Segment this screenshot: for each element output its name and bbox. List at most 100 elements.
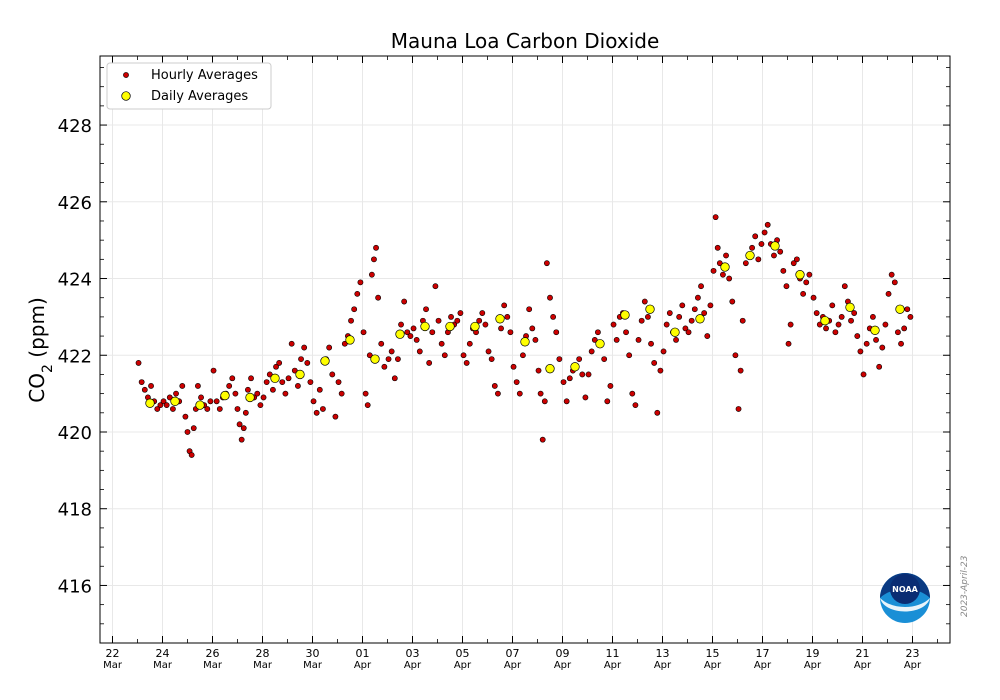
daily-point — [695, 314, 705, 324]
y-tick-label: 424 — [58, 270, 92, 291]
hourly-point — [526, 306, 533, 313]
hourly-point — [701, 310, 708, 316]
hourly-point — [282, 390, 289, 397]
hourly-point — [857, 348, 864, 355]
daily-point — [895, 304, 905, 314]
hourly-point — [553, 329, 560, 336]
legend: Hourly Averages Daily Averages — [106, 62, 272, 110]
hourly-point — [285, 375, 292, 382]
hourly-point — [395, 356, 401, 362]
hourly-point — [371, 256, 377, 263]
hourly-point — [737, 367, 744, 374]
chart-title: Mauna Loa Carbon Dioxide — [391, 29, 660, 53]
hourly-point — [398, 321, 404, 328]
hourly-point — [863, 340, 870, 347]
daily-point — [395, 329, 405, 339]
hourly-point — [582, 394, 589, 401]
hourly-point — [735, 406, 742, 412]
hourly-point — [529, 325, 536, 332]
hourly-point — [482, 321, 489, 328]
legend-box — [106, 62, 272, 110]
x-tick-label-month: Apr — [354, 660, 372, 671]
daily-point — [845, 302, 855, 312]
hourly-point — [435, 317, 442, 324]
x-tick-label-day: 15 — [706, 647, 720, 660]
hourly-point — [357, 279, 364, 286]
hourly-point — [585, 371, 592, 378]
daily-point — [495, 314, 505, 324]
hourly-point — [806, 271, 813, 278]
hourly-point — [310, 398, 317, 405]
legend-label-hourly: Hourly Averages — [151, 68, 258, 83]
hourly-point — [537, 390, 544, 397]
hourly-point — [898, 340, 904, 347]
hourly-point — [860, 371, 867, 378]
y-tick-label: 420 — [58, 423, 92, 444]
hourly-point — [726, 275, 733, 282]
hourly-point — [771, 252, 777, 259]
hourly-point — [190, 425, 197, 432]
hourly-point — [404, 329, 411, 336]
daily-point — [545, 364, 555, 374]
hourly-point — [560, 379, 567, 386]
hourly-point — [332, 413, 339, 420]
x-tick-label-day: 19 — [806, 647, 820, 660]
hourly-point — [712, 214, 719, 221]
hourly-point — [510, 363, 517, 370]
hourly-point — [556, 356, 563, 362]
hourly-point — [423, 306, 429, 313]
hourly-point — [835, 321, 842, 328]
hourly-point — [135, 360, 142, 366]
hourly-point — [360, 329, 367, 336]
hourly-point — [516, 390, 523, 397]
hourly-point — [276, 360, 283, 366]
hourly-point — [513, 379, 520, 386]
hourly-point — [240, 425, 247, 432]
hourly-point — [688, 317, 695, 324]
daily-point — [770, 241, 780, 251]
daily-point — [745, 250, 755, 261]
hourly-point — [160, 398, 167, 405]
hourly-point — [329, 371, 336, 378]
hourly-point — [764, 221, 771, 228]
hourly-point — [742, 260, 749, 267]
hourly-point — [851, 310, 858, 316]
hourly-point — [838, 313, 845, 320]
hourly-point — [163, 402, 170, 409]
x-tick-label-day: 05 — [456, 647, 470, 660]
hourly-point — [685, 329, 692, 336]
hourly-point — [463, 360, 470, 366]
hourly-point — [904, 306, 911, 313]
hourly-point — [841, 283, 848, 290]
hourly-point — [441, 352, 448, 359]
hourly-point — [901, 325, 908, 332]
hourly-point — [216, 406, 223, 412]
x-tick-label-day: 28 — [256, 647, 270, 660]
hourly-point — [157, 402, 164, 409]
hourly-point — [313, 409, 320, 416]
y-axis-label-sub: 2 — [40, 364, 56, 373]
hourly-point — [348, 317, 354, 324]
hourly-point — [184, 429, 191, 435]
hourly-point — [907, 313, 914, 320]
hourly-point — [229, 375, 236, 382]
hourly-point — [173, 390, 179, 397]
x-axis: 22Mar24Mar26Mar28Mar30Mar01Apr03Apr05Apr… — [103, 56, 938, 671]
x-tick-label-day: 21 — [856, 647, 870, 660]
hourly-point — [604, 398, 611, 405]
hourly-point — [749, 244, 755, 251]
hourly-point — [810, 294, 817, 301]
hourly-point — [673, 337, 679, 343]
x-tick-label-day: 17 — [756, 647, 770, 660]
hourly-point — [210, 367, 217, 374]
hourly-point — [623, 329, 629, 336]
hourly-point — [732, 352, 739, 359]
hourly-point — [413, 337, 420, 343]
hourly-point — [457, 310, 464, 316]
hourly-point — [373, 244, 379, 251]
date-stamp: 2023-April-23 — [960, 555, 970, 617]
daily-point — [345, 335, 355, 345]
hourly-point — [682, 325, 689, 332]
hourly-point — [651, 360, 658, 366]
